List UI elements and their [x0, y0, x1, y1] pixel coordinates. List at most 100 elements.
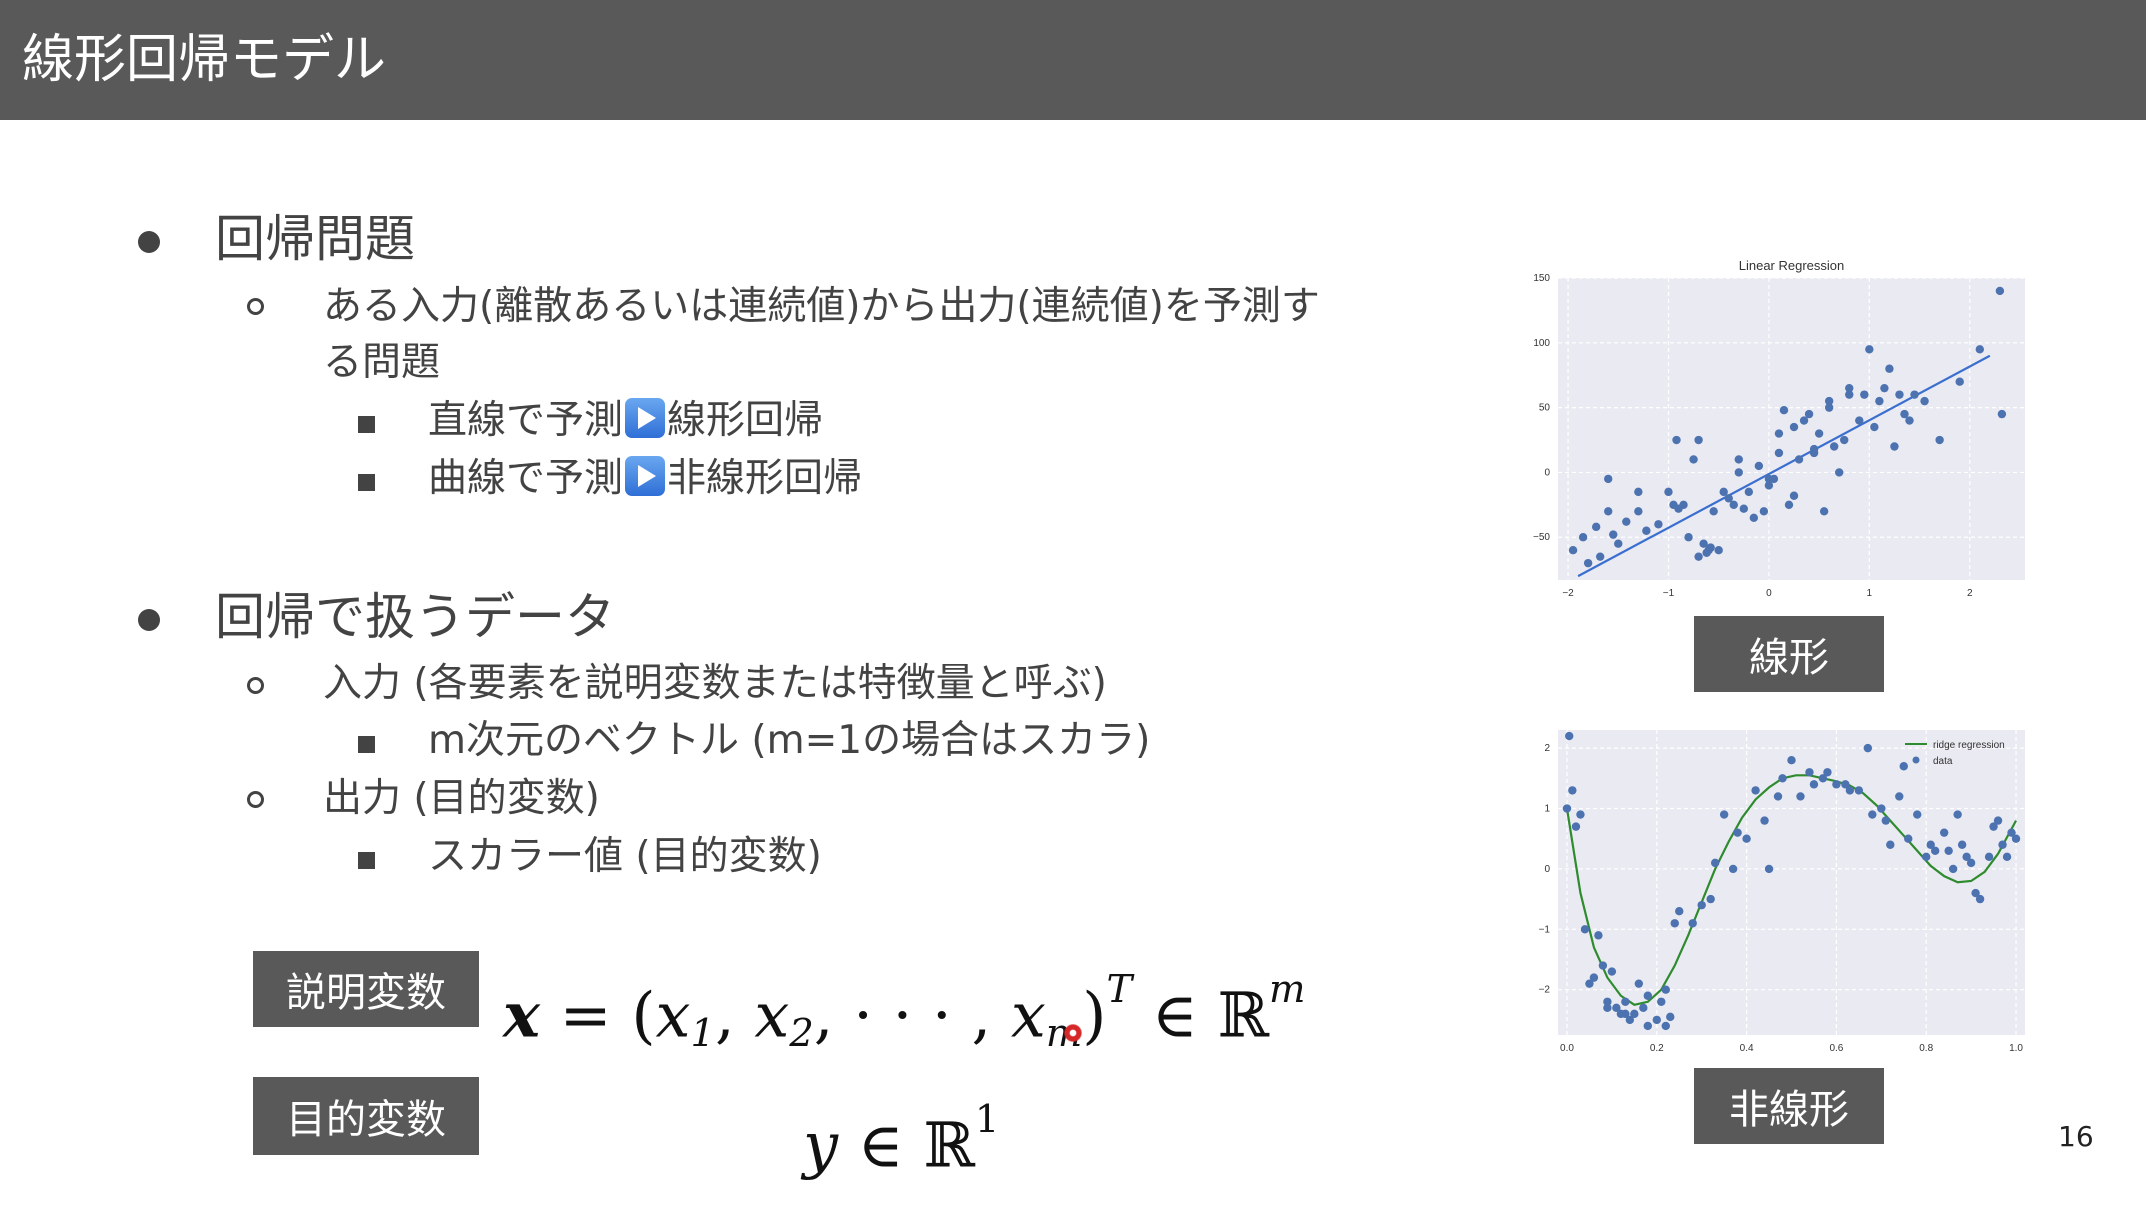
data-point: [1863, 743, 1873, 753]
data-point: [1870, 422, 1879, 432]
data-point: [1880, 383, 1889, 393]
y-tick-label: 50: [1539, 403, 1551, 414]
nonlinear-regression-text: 非線形回帰: [667, 456, 863, 501]
linear-regression-text: 線形回帰: [667, 398, 824, 443]
y-tick-label: 1: [1544, 804, 1550, 815]
data-point: [1885, 364, 1894, 373]
chart-title: Linear Regression: [1739, 258, 1845, 273]
formula-sub-2: 2: [789, 1011, 814, 1057]
data-point: [1764, 864, 1774, 874]
data-point: [1840, 435, 1849, 445]
formula-x2: x: [754, 978, 790, 1052]
formula-sup-1: 1: [974, 1097, 1000, 1142]
data-point: [1784, 500, 1794, 510]
data-point: [1764, 474, 1774, 484]
legend-point-swatch: [1912, 756, 1920, 764]
data-point: [1809, 780, 1819, 789]
data-point: [1814, 429, 1824, 438]
data-point: [1694, 552, 1703, 561]
data-point: [1962, 852, 1971, 862]
linear-regression-chart: Linear Regression −2 −1 0 1 2 150 100 50 0 −50: [1520, 250, 2030, 605]
curve-prediction-text: 曲線で予測: [428, 456, 624, 501]
data-point: [1989, 822, 1998, 831]
x-tick-label: 0.2: [1650, 1043, 1664, 1054]
data-point: [1598, 961, 1608, 970]
data-point: [1971, 888, 1980, 898]
data-point: [1568, 545, 1578, 555]
data-point: [1890, 442, 1899, 451]
data-point: [1734, 468, 1743, 477]
data-point: [1724, 494, 1733, 503]
data-point: [1642, 526, 1651, 535]
data-point: [1657, 997, 1666, 1006]
data-point: [1729, 500, 1738, 510]
data-point: [1733, 828, 1742, 837]
data-point: [1993, 816, 2003, 825]
linear-regression-svg: Linear Regression −2 −1 0 1 2 150 100 50 0 −50: [1533, 258, 2025, 599]
data-point: [1710, 858, 1720, 868]
linear-prediction-text: 直線で予測: [428, 398, 624, 443]
data-point: [1661, 985, 1670, 994]
data-point: [1823, 768, 1832, 777]
data-point: [1835, 468, 1844, 477]
data-point: [1754, 461, 1764, 471]
nonlinear-regression-chart: 0.0 0.2 0.4 0.6 0.8 1.0 2 1 0 −1 −2 ridge regressio…: [1520, 725, 2030, 1060]
formula-x-bold: x: [503, 978, 540, 1052]
data-point: [1904, 834, 1913, 843]
bullet-regression-definition-1: ある入力(離散あるいは連続値)から出力(連続値)を予測す: [323, 284, 1320, 329]
data-point: [1832, 780, 1841, 789]
data-point: [1589, 973, 1599, 982]
data-point: [1759, 507, 1769, 516]
data-point: [1639, 1003, 1648, 1013]
data-point: [1654, 520, 1663, 529]
data-point: [1728, 864, 1738, 874]
data-point: [1719, 487, 1728, 497]
data-point: [1591, 522, 1601, 532]
data-point: [1578, 533, 1588, 542]
data-point: [1900, 409, 1909, 419]
data-point: [1625, 1015, 1635, 1025]
data-point: [1957, 840, 1967, 849]
data-point: [1604, 507, 1613, 516]
data-point: [1580, 925, 1590, 934]
data-point: [1805, 768, 1814, 777]
bullet-curve-prediction: 曲線で予測 非線形回帰: [428, 451, 862, 507]
data-point: [1706, 894, 1715, 904]
data-point: [1568, 786, 1577, 795]
data-point: [1796, 792, 1805, 801]
formula-xm: x: [1010, 978, 1046, 1052]
formula-comma: ,: [714, 978, 755, 1052]
data-point: [1612, 1003, 1621, 1013]
regression-line: [1565, 774, 2017, 1006]
data-point: [1841, 780, 1850, 789]
formula-x-vector: x = (x1, x2, · · · , xm)T ∈ ℝm: [503, 950, 1305, 1074]
data-point: [1824, 403, 1834, 412]
data-point: [1714, 545, 1723, 555]
data-point: [1719, 810, 1729, 819]
data-point: [1905, 416, 1914, 425]
regression-line: [1577, 354, 1991, 578]
data-point: [1809, 444, 1819, 454]
formula-sup-T: T: [1106, 967, 1133, 1012]
play-button-icon: [625, 398, 666, 438]
data-point: [1975, 894, 1985, 904]
bullet-square-icon: [358, 416, 375, 433]
data-point: [1930, 846, 1940, 855]
page-number: 16: [2058, 1120, 2094, 1153]
data-point: [1585, 979, 1594, 988]
data-point: [1854, 786, 1864, 795]
data-point: [1948, 864, 1958, 874]
data-point: [1895, 792, 1904, 801]
data-point: [1997, 409, 2007, 419]
data-point: [1877, 804, 1886, 813]
data-point: [1604, 474, 1613, 484]
formula-close: ): [1082, 978, 1107, 1052]
data-point: [1609, 530, 1618, 539]
data-point: [1734, 455, 1743, 464]
y-tick-label: 2: [1544, 743, 1550, 754]
x-tick-label: 0.8: [1919, 1043, 1933, 1054]
data-point: [1669, 500, 1678, 510]
y-tick-label: 0: [1544, 467, 1550, 478]
data-point: [1595, 552, 1605, 561]
bullet-regression-problem: 回帰問題: [215, 210, 415, 268]
